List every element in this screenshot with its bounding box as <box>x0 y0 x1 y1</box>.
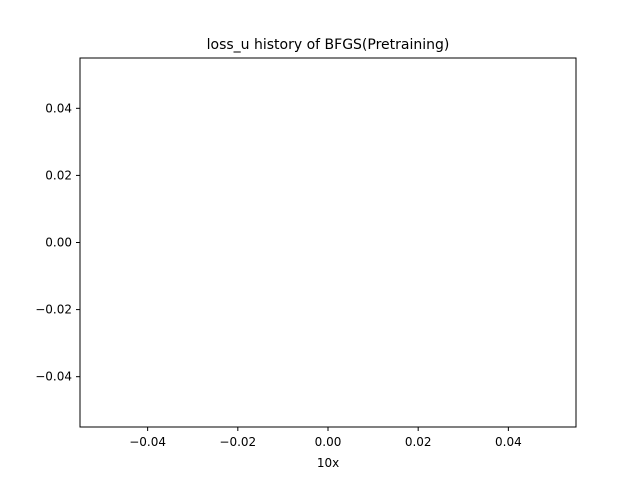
y-tick-label: −0.02 <box>35 303 72 317</box>
x-axis-ticks: −0.04 −0.02 0.00 0.02 0.04 <box>129 427 522 449</box>
x-tick-label: −0.02 <box>219 435 256 449</box>
x-tick-label: 0.00 <box>315 435 342 449</box>
y-tick-label: −0.04 <box>35 370 72 384</box>
x-axis-label: 10x <box>317 456 339 470</box>
chart-title: loss_u history of BFGS(Pretraining) <box>207 37 450 53</box>
x-tick-label: −0.04 <box>129 435 166 449</box>
y-tick-label: 0.04 <box>45 101 72 115</box>
plot-area <box>79 57 577 428</box>
x-tick-label: 0.02 <box>405 435 432 449</box>
y-axis-ticks: 0.04 0.02 0.00 −0.02 −0.04 <box>35 101 80 384</box>
x-tick-label: 0.04 <box>495 435 522 449</box>
y-tick-label: 0.00 <box>45 236 72 250</box>
y-tick-label: 0.02 <box>45 168 72 182</box>
